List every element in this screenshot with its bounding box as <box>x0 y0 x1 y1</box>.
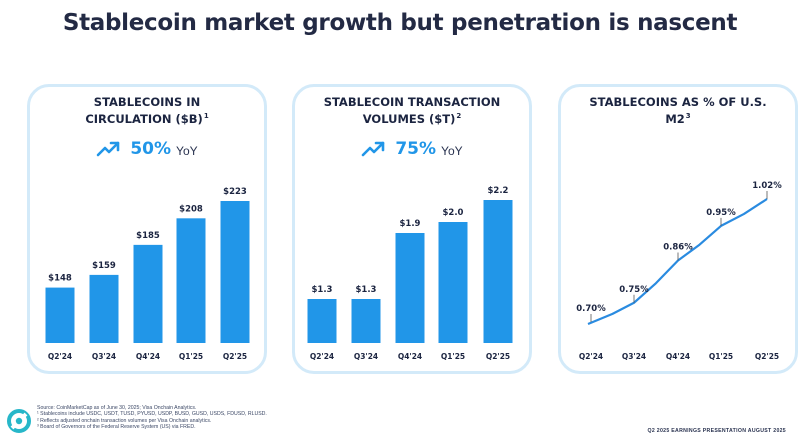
series-line <box>587 198 768 326</box>
growth-indicator: 75% YoY <box>295 136 529 162</box>
panel-title: STABLECOINS AS % OF U.S. M23 <box>561 95 795 126</box>
panel-title: STABLECOINS IN CIRCULATION ($B)1 <box>30 95 264 126</box>
bar <box>307 299 337 343</box>
x-tick-label: Q3'24 <box>622 352 646 361</box>
transaction-bar-chart: $1.3 Q2'24 $1.3 Q3'24 $1.9 Q4'24 $2.0 Q1'25 $2.2… <box>307 186 513 361</box>
trend-up-icon <box>97 141 120 157</box>
footnote-marker: 3 <box>685 112 691 120</box>
data-label: $185 <box>136 231 160 241</box>
bar <box>133 244 163 343</box>
data-label: $208 <box>179 204 203 214</box>
panel-title-text: STABLECOINS AS % OF U.S. M2 <box>589 95 767 126</box>
x-tick-label: Q1'25 <box>179 352 203 361</box>
bar <box>45 287 75 343</box>
circulation-bar-chart: $148 Q2'24 $159 Q3'24 $185 Q4'24 $208 Q1'25 $223… <box>45 187 250 361</box>
m2-line-chart: 0.70% Q2'24 0.75% Q3'24 0.86% Q4'24 0.95% Q1'25… <box>576 181 782 361</box>
x-tick-label: Q2'25 <box>486 352 510 361</box>
x-tick-label: Q3'24 <box>354 352 378 361</box>
m2-share-panel: STABLECOINS AS % OF U.S. M23 0.70% Q2'24 0… <box>558 84 798 374</box>
footnotes: Source: CoinMarketCap as of June 30, 202… <box>37 405 457 431</box>
source-note: Source: CoinMarketCap as of June 30, 202… <box>37 405 197 411</box>
data-label: 1.02% <box>752 181 782 191</box>
x-tick-label: Q4'24 <box>136 352 160 361</box>
data-label: 0.86% <box>663 243 693 253</box>
x-tick-label: Q3'24 <box>92 352 116 361</box>
data-label: $1.3 <box>356 285 377 295</box>
x-tick-label: Q2'25 <box>755 352 779 361</box>
data-label: 0.75% <box>619 285 649 295</box>
circulation-panel: STABLECOINS IN CIRCULATION ($B)1 50% YoY… <box>27 84 267 374</box>
data-label: 0.95% <box>706 208 736 218</box>
presentation-footer: Q2 2025 EARNINGS PRESENTATION AUGUST 202… <box>647 428 786 434</box>
footnote-2: ² Reflects adjusted onchain transaction … <box>37 417 212 424</box>
bar <box>89 274 119 343</box>
growth-unit: YoY <box>441 143 463 158</box>
data-label: $2.0 <box>443 208 464 218</box>
growth-indicator: 50% YoY <box>30 136 264 162</box>
data-label: 0.70% <box>576 304 606 314</box>
bar <box>220 201 250 343</box>
x-tick-label: Q2'24 <box>310 352 334 361</box>
footnote-3: ³ Board of Governors of the Federal Rese… <box>37 424 196 431</box>
bar <box>483 200 513 343</box>
x-tick-label: Q1'25 <box>709 352 733 361</box>
data-label: $159 <box>92 261 116 271</box>
bar <box>176 218 206 343</box>
growth-percent: 50% <box>130 139 172 159</box>
bar <box>351 299 381 343</box>
trend-up-icon <box>362 141 385 157</box>
data-label: $148 <box>48 274 72 284</box>
data-label: $1.3 <box>312 285 333 295</box>
transaction-volume-panel: STABLECOIN TRANSACTION VOLUMES ($T)2 75%… <box>292 84 532 374</box>
data-label: $1.9 <box>400 219 421 229</box>
footnote-marker: 2 <box>456 112 462 120</box>
data-label: $2.2 <box>488 186 509 196</box>
bar <box>438 222 468 343</box>
x-tick-label: Q4'24 <box>398 352 422 361</box>
footnote-1: ¹ Stablecoins include USDC, USDT, TUSD, … <box>37 411 267 418</box>
x-tick-label: Q2'24 <box>579 352 603 361</box>
page-title: Stablecoin market growth but penetration… <box>62 10 738 36</box>
growth-unit: YoY <box>176 143 198 158</box>
footnote-marker: 1 <box>203 112 209 120</box>
data-label: $223 <box>223 187 247 197</box>
growth-percent: 75% <box>395 139 437 159</box>
x-tick-label: Q4'24 <box>666 352 690 361</box>
x-tick-label: Q1'25 <box>441 352 465 361</box>
x-tick-label: Q2'24 <box>48 352 72 361</box>
panel-title-text: STABLECOINS IN CIRCULATION ($B) <box>85 95 203 126</box>
panel-title-text: STABLECOIN TRANSACTION VOLUMES ($T) <box>323 95 501 126</box>
company-logo <box>7 409 31 433</box>
x-tick-label: Q2'25 <box>223 352 247 361</box>
bar <box>395 233 425 343</box>
panel-title: STABLECOIN TRANSACTION VOLUMES ($T)2 <box>295 95 529 126</box>
